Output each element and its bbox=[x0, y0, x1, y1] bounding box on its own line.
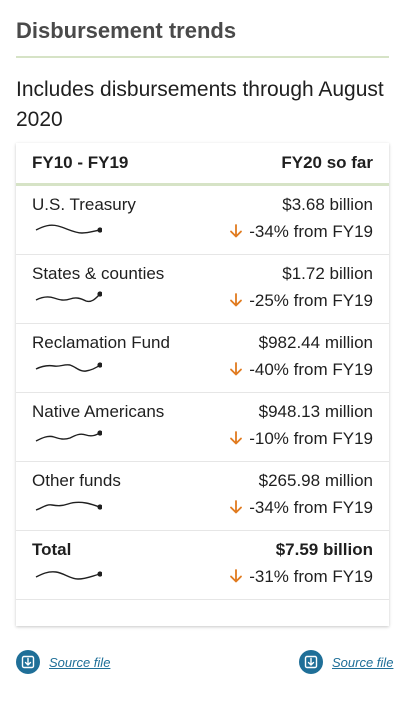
row-change: -31% from FY19 bbox=[229, 567, 373, 587]
row-label: Total bbox=[32, 540, 72, 559]
source-file-link-left[interactable]: Source file bbox=[16, 650, 110, 674]
sparkline bbox=[35, 224, 102, 234]
table-row: Native Americans $948.13 million -10% fr… bbox=[16, 393, 389, 462]
sparkline bbox=[35, 362, 102, 372]
header-current: FY20 so far bbox=[281, 153, 373, 172]
source-file-label: Source file bbox=[332, 654, 394, 670]
table-row-total: Total $7.59 billion -31% from FY19 bbox=[16, 531, 389, 600]
table-row: States & counties $1.72 billion -25% fro… bbox=[16, 255, 389, 324]
arrow-down-icon bbox=[230, 293, 243, 307]
arrow-down-icon bbox=[230, 431, 243, 445]
arrow-down-icon bbox=[230, 500, 243, 514]
download-icon bbox=[16, 650, 40, 674]
source-file-link-right[interactable]: Source file bbox=[299, 650, 393, 674]
sparkline bbox=[35, 430, 102, 442]
arrow-down-icon bbox=[230, 362, 243, 376]
row-change-text: -10% from FY19 bbox=[249, 429, 373, 448]
source-file-label: Source file bbox=[49, 654, 111, 670]
row-change: -34% from FY19 bbox=[229, 222, 373, 242]
download-icon bbox=[299, 650, 323, 674]
row-change-text: -25% from FY19 bbox=[249, 291, 373, 310]
arrow-down-icon bbox=[230, 569, 243, 583]
row-value: $265.98 million bbox=[258, 471, 373, 490]
title-divider bbox=[16, 56, 389, 58]
row-value: $1.72 billion bbox=[282, 264, 373, 283]
table-row: Reclamation Fund $982.44 million -40% fr… bbox=[16, 324, 389, 393]
arrow-down-icon bbox=[230, 224, 243, 238]
row-change-text: -34% from FY19 bbox=[249, 498, 373, 517]
header-period: FY10 - FY19 bbox=[32, 153, 129, 172]
row-label: U.S. Treasury bbox=[32, 195, 136, 214]
row-value: $948.13 million bbox=[258, 402, 373, 421]
row-change: -10% from FY19 bbox=[229, 429, 373, 449]
table-row: Other funds $265.98 million -34% from FY… bbox=[16, 462, 389, 531]
trends-card: FY10 - FY19 FY20 so far U.S. Treasury $3… bbox=[16, 143, 389, 626]
row-value: $982.44 million bbox=[258, 333, 373, 352]
row-change: -25% from FY19 bbox=[229, 291, 373, 311]
page-title: Disbursement trends bbox=[16, 18, 237, 43]
sparkline bbox=[35, 501, 102, 511]
row-value: $3.68 billion bbox=[282, 195, 373, 214]
sparkline bbox=[35, 571, 102, 580]
row-change: -40% from FY19 bbox=[229, 360, 373, 380]
row-label: Other funds bbox=[32, 471, 121, 490]
table-header: FY10 - FY19 FY20 so far bbox=[16, 143, 389, 186]
row-label: Native Americans bbox=[32, 402, 165, 421]
row-label: States & counties bbox=[32, 264, 165, 283]
row-label: Reclamation Fund bbox=[32, 333, 170, 352]
row-change-text: -34% from FY19 bbox=[249, 222, 373, 241]
row-change-text: -40% from FY19 bbox=[249, 360, 373, 379]
table-row: U.S. Treasury $3.68 billion -34% from FY… bbox=[16, 186, 389, 255]
page-subtitle: Includes disbursements through August 20… bbox=[16, 78, 384, 131]
sparkline bbox=[35, 291, 102, 303]
row-change: -34% from FY19 bbox=[229, 498, 373, 518]
row-change-text: -31% from FY19 bbox=[249, 567, 373, 586]
row-value: $7.59 billion bbox=[275, 540, 373, 559]
